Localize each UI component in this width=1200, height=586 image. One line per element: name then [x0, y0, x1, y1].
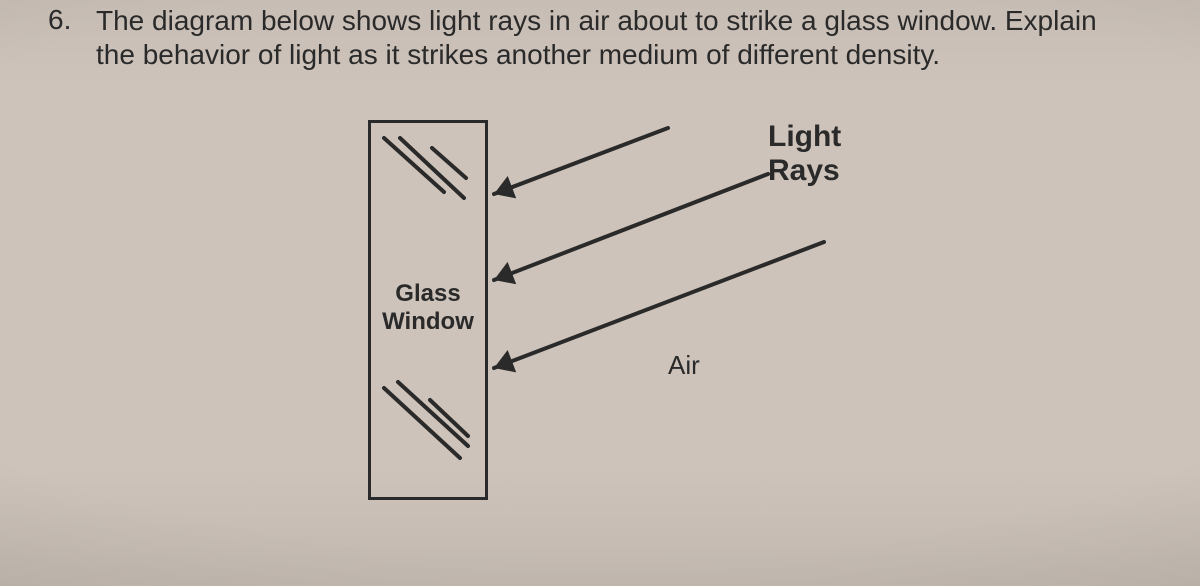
page: 6. The diagram below shows light rays in…	[0, 0, 1200, 586]
light-rays-label-line2: Rays	[768, 154, 840, 187]
question-line-1: The diagram below shows light rays in ai…	[96, 5, 1097, 36]
light-rays-label: Light Rays	[768, 120, 841, 188]
question-number: 6.	[48, 4, 71, 36]
question-line-2: the behavior of light as it strikes anot…	[96, 39, 940, 70]
air-label: Air	[668, 350, 700, 381]
light-rays-label-line1: Light	[768, 120, 841, 153]
question-text: The diagram below shows light rays in ai…	[96, 4, 1180, 72]
figure: Glass Window Light Rays Air	[348, 120, 908, 530]
